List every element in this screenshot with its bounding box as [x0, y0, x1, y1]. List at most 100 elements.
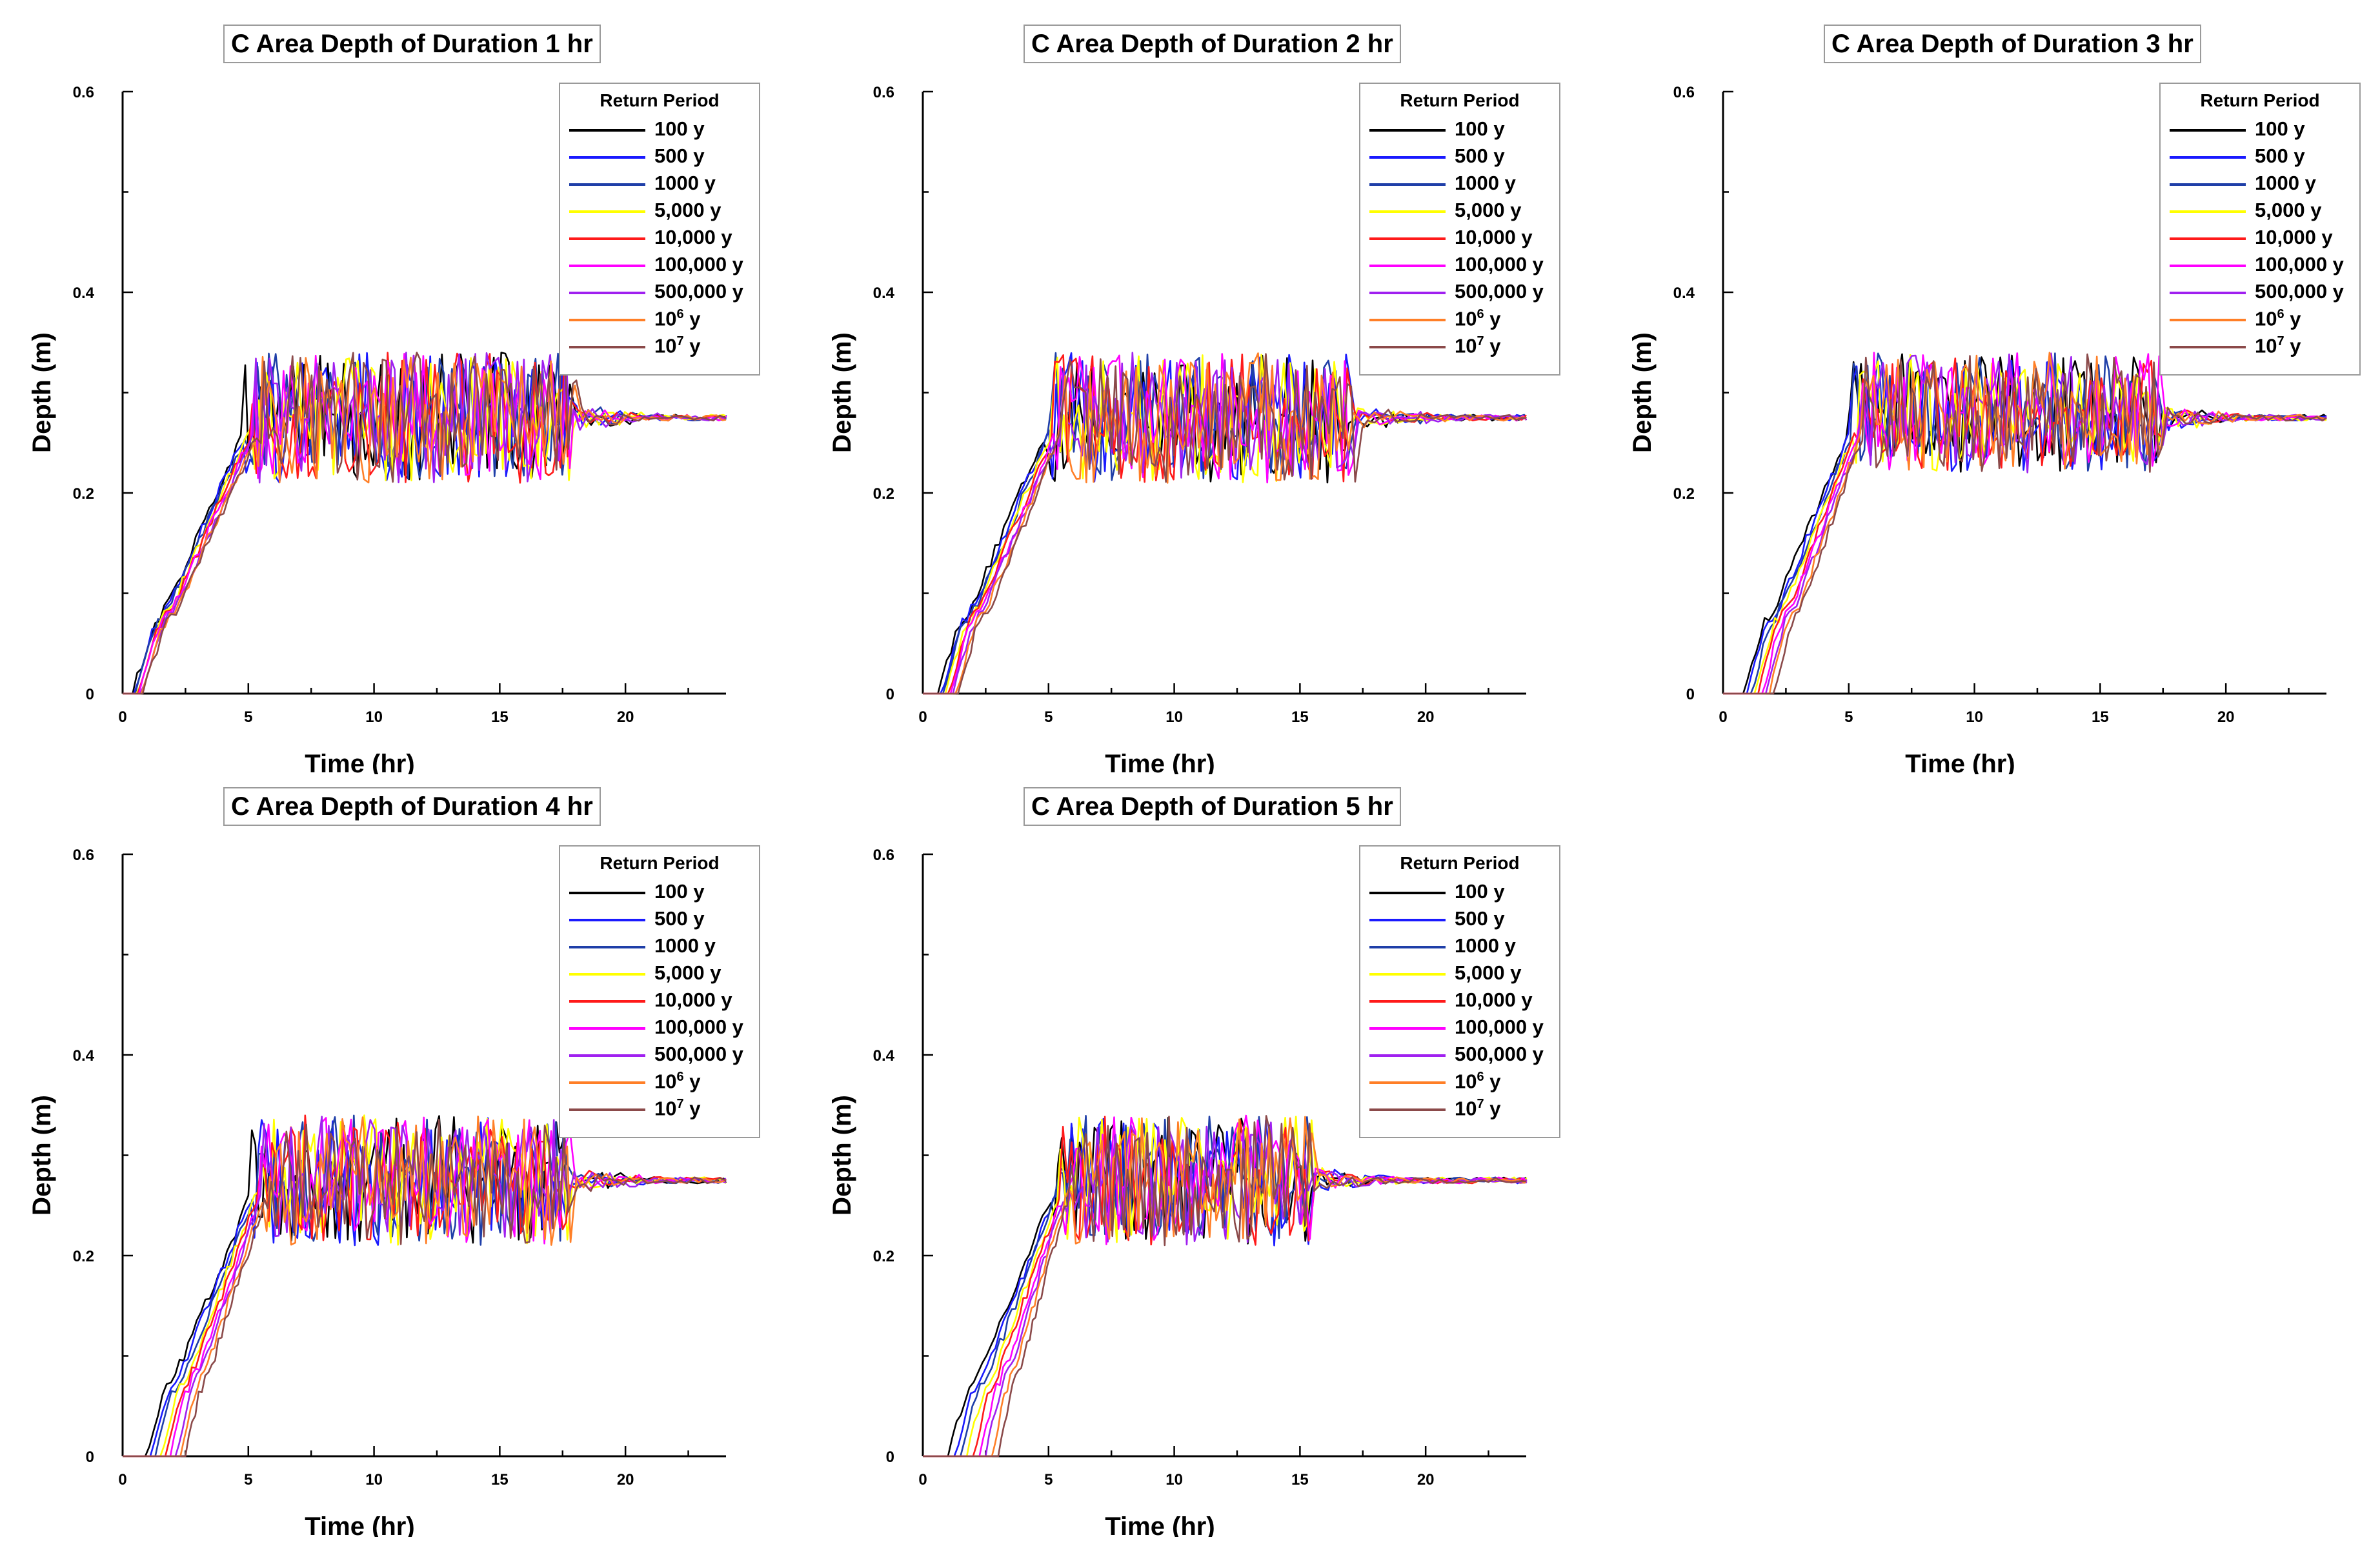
legend-item: 500 y	[1369, 906, 1557, 933]
legend-swatch	[569, 129, 645, 132]
y-tick-label: 0.2	[873, 485, 894, 503]
x-tick-label: 20	[2217, 708, 2235, 726]
legend-label-exponent: 6	[676, 307, 684, 321]
x-tick-label: 15	[2092, 708, 2109, 726]
legend-label: 10,000 y	[654, 988, 732, 1012]
series-line	[123, 356, 727, 695]
chart-panel: 0 0.2 0.4 0.6 0 5 10 15 20 Time (hr) Depth (m) C Ar…	[0, 0, 794, 774]
legend-swatch	[1369, 346, 1446, 348]
legend-label-exponent: 6	[2277, 307, 2284, 321]
legend-label-text: 5,000 y	[654, 961, 721, 984]
legend-label-text: 10,000 y	[654, 988, 732, 1011]
series-line	[923, 1116, 1528, 1458]
legend-item: 10,000 y	[1369, 225, 1557, 252]
legend-label-text: 500 y	[1455, 145, 1505, 167]
legend-label-unit: y	[683, 307, 701, 330]
x-axis-label: Time (hr)	[1905, 750, 2015, 774]
legend-swatch	[569, 156, 645, 159]
legend-label: 5,000 y	[654, 199, 721, 222]
legend-label: 107 y	[654, 1097, 700, 1120]
series-line	[123, 1116, 727, 1458]
legend-swatch	[569, 210, 645, 213]
legend-label: 100 y	[654, 880, 705, 903]
legend-label-text: 1000 y	[1455, 934, 1516, 957]
legend-label-unit: y	[683, 1070, 701, 1093]
legend-title: Return Period	[2200, 90, 2320, 110]
legend-swatch	[2170, 156, 2246, 159]
legend-swatch	[1369, 183, 1446, 186]
legend-label-unit: y	[2284, 334, 2301, 357]
legend-title: Return Period	[1400, 853, 1520, 873]
x-axis-label: Time (hr)	[1105, 750, 1215, 774]
legend-swatch	[569, 237, 645, 240]
legend-label: 500 y	[1455, 907, 1505, 930]
chart-panel: 0 0.2 0.4 0.6 0 5 10 15 20 Time (hr) Depth (m) C Ar…	[800, 763, 1594, 1537]
chart-svg: 0 0.2 0.4 0.6 0 5 10 15 20 Time (hr) Depth (m)	[828, 84, 1528, 774]
series-line	[123, 1119, 727, 1458]
chart-svg: 0 0.2 0.4 0.6 0 5 10 15 20 Time (hr) Depth (m)	[28, 847, 727, 1537]
legend-item: 500,000 y	[1369, 1041, 1557, 1068]
y-tick-label: 0.6	[73, 847, 94, 864]
legend-swatch	[1369, 237, 1446, 240]
legend-label: 1000 y	[1455, 934, 1516, 957]
legend-label: 100,000 y	[654, 253, 743, 276]
legend-label-text: 5,000 y	[654, 199, 721, 221]
legend-item: 107 y	[2170, 333, 2357, 360]
legend-label: 500 y	[1455, 145, 1505, 168]
x-tick-label: 15	[491, 1471, 509, 1489]
legend-label: 500,000 y	[654, 280, 743, 303]
legend-title: Return Period	[1400, 90, 1520, 110]
legend-item: 10,000 y	[569, 225, 756, 252]
legend-label-text: 100 y	[654, 880, 705, 903]
legend-swatch	[569, 946, 645, 948]
legend-label-text: 500,000 y	[1455, 1043, 1544, 1065]
legend-label: 10,000 y	[1455, 988, 1533, 1012]
legend-swatch	[1369, 919, 1446, 921]
legend-label: 500,000 y	[1455, 280, 1544, 303]
x-tick-label: 15	[1291, 1471, 1309, 1489]
series-line	[123, 352, 727, 695]
legend-label-text: 5,000 y	[2255, 199, 2322, 221]
legend-item: 500 y	[569, 143, 756, 170]
x-tick-label: 5	[1044, 708, 1053, 726]
legend-label-exponent: 7	[676, 1097, 684, 1111]
legend-label-unit: y	[2284, 307, 2301, 330]
x-tick-label: 5	[1844, 708, 1853, 726]
series-line	[1723, 352, 2327, 695]
chart-title: C Area Depth of Duration 3 hr	[1824, 25, 2201, 63]
legend-label-text: 10	[1455, 334, 1477, 357]
legend-swatch	[569, 183, 645, 186]
legend-swatch	[569, 1054, 645, 1057]
legend-item: 100 y	[1369, 116, 1557, 143]
legend-item: 5,000 y	[2170, 197, 2357, 225]
series-line	[923, 354, 1527, 695]
legend-label-text: 500,000 y	[654, 280, 743, 303]
legend-label: 500 y	[654, 145, 705, 168]
legend-label-text: 500,000 y	[654, 1043, 743, 1065]
legend-swatch	[1369, 210, 1446, 213]
series-line	[923, 1121, 1528, 1458]
x-tick-label: 10	[1165, 708, 1183, 726]
legend-label: 107 y	[1455, 1097, 1500, 1120]
legend-item: 500 y	[2170, 143, 2357, 170]
legend-label-text: 1000 y	[654, 172, 716, 194]
legend-swatch	[1369, 946, 1446, 948]
legend-item: 500,000 y	[1369, 279, 1557, 306]
legend-swatch	[2170, 265, 2246, 267]
legend-label-text: 10,000 y	[1455, 988, 1533, 1011]
legend-swatch	[569, 919, 645, 921]
x-tick-label: 15	[1291, 708, 1309, 726]
legend-label: 5,000 y	[1455, 961, 1521, 985]
y-tick-label: 0	[1686, 686, 1695, 703]
y-tick-label: 0.2	[73, 485, 94, 503]
legend-item: 1000 y	[569, 933, 756, 960]
y-tick-label: 0.2	[73, 1248, 94, 1265]
legend: Return Period 100 y 500 y 1000 y 5,000 y 10,0…	[1359, 845, 1560, 1138]
legend-item: 106 y	[1369, 1068, 1557, 1096]
legend-swatch	[1369, 292, 1446, 294]
legend-swatch	[1369, 319, 1446, 321]
legend-swatch	[1369, 265, 1446, 267]
series-line	[923, 352, 1527, 695]
legend-swatch	[2170, 319, 2246, 321]
chart-title: C Area Depth of Duration 4 hr	[223, 787, 601, 826]
